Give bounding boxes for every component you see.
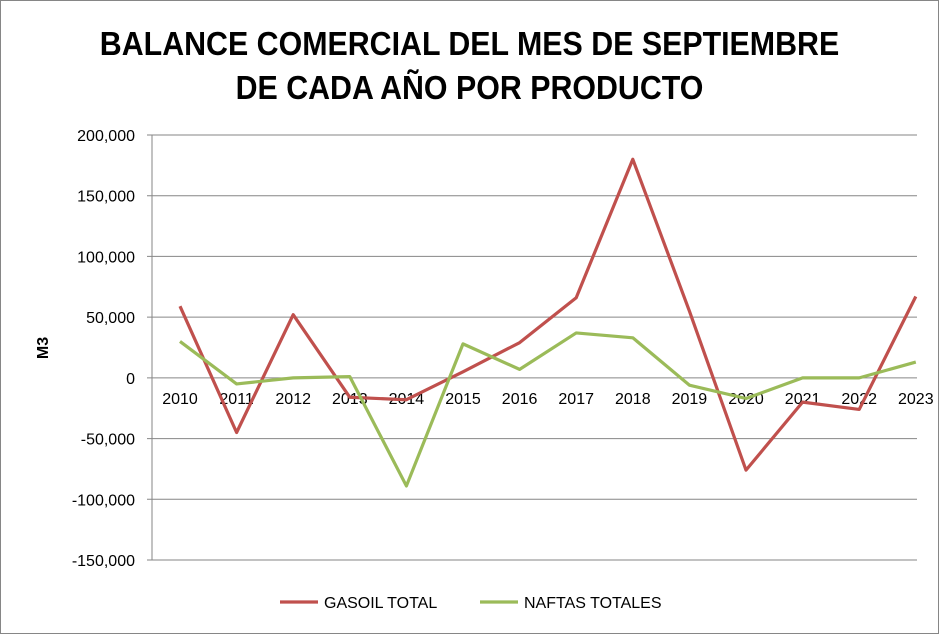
legend-label: GASOIL TOTAL <box>324 595 437 612</box>
x-tick-label: 2016 <box>502 391 538 408</box>
x-tick-label: 2021 <box>785 391 821 408</box>
y-tick-label: 0 <box>126 371 135 388</box>
y-axis-label: M3 <box>35 337 52 359</box>
x-tick-label: 2019 <box>672 391 708 408</box>
y-tick-label: -150,000 <box>72 553 135 570</box>
y-tick-label: 100,000 <box>77 249 135 266</box>
x-tick-label: 2017 <box>558 391 594 408</box>
x-tick-label: 2023 <box>898 391 934 408</box>
y-tick-label: 200,000 <box>77 128 135 145</box>
chart-title: BALANCE COMERCIAL DEL MES DE SEPTIEMBRE … <box>38 22 902 110</box>
series-line-gasoil <box>178 157 918 472</box>
y-tick-label: -100,000 <box>72 492 135 509</box>
title-line-1: BALANCE COMERCIAL DEL MES DE SEPTIEMBRE <box>99 25 840 62</box>
x-tick-label: 2010 <box>162 391 198 408</box>
series-line-naftas <box>179 331 917 488</box>
y-tick-label: -50,000 <box>81 432 135 449</box>
y-tick-label: 150,000 <box>77 189 135 206</box>
x-tick-label: 2022 <box>841 391 877 408</box>
x-tick-label: 2012 <box>275 391 311 408</box>
legend-label: NAFTAS TOTALES <box>524 595 662 612</box>
y-tick-label: 50,000 <box>86 310 135 327</box>
x-tick-label: 2018 <box>615 391 651 408</box>
x-tick-label: 2015 <box>445 391 481 408</box>
x-tick-label: 2011 <box>219 391 254 408</box>
title-line-2: DE CADA AÑO POR PRODUCTO <box>235 69 704 106</box>
